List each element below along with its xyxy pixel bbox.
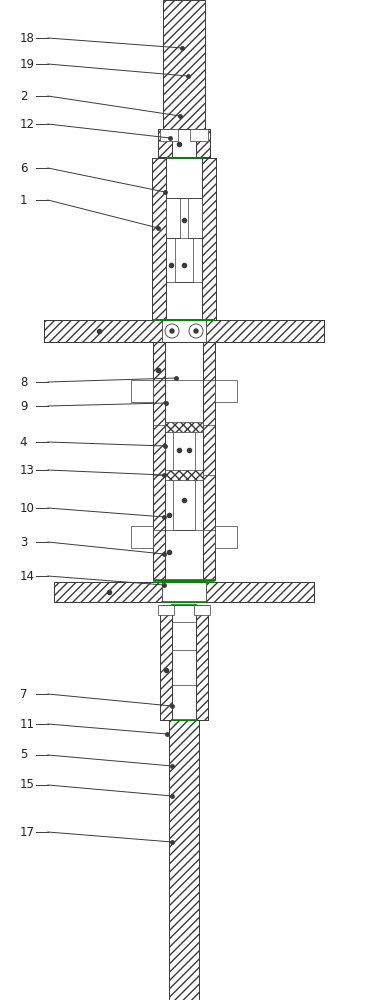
Bar [194,605,210,615]
Text: 2: 2 [20,90,27,103]
Bar [162,582,206,602]
Bar [158,129,210,157]
Bar [175,198,193,282]
Bar [160,605,172,720]
Text: 9: 9 [20,399,27,412]
Bar [196,129,210,157]
Bar [131,526,153,548]
Bar [153,342,215,580]
Bar [153,342,165,580]
Bar [158,129,172,157]
Text: 13: 13 [20,464,35,477]
Bar [131,380,153,402]
Bar [196,605,208,720]
Text: 18: 18 [20,31,35,44]
Text: 4: 4 [20,436,27,448]
Bar [162,320,206,342]
Bar [202,158,216,320]
Bar [54,582,314,602]
Circle shape [165,324,179,338]
Text: 17: 17 [20,826,35,838]
Bar [203,342,215,580]
Circle shape [189,324,203,338]
Text: 12: 12 [20,117,35,130]
Text: 10: 10 [20,502,35,514]
Bar [215,526,237,548]
Text: 11: 11 [20,718,35,730]
Bar [152,158,216,320]
Bar [169,720,199,1000]
Bar [160,129,178,141]
Bar [190,129,208,141]
Text: 19: 19 [20,57,35,70]
Circle shape [194,329,198,333]
Bar [188,198,202,238]
Text: 5: 5 [20,748,27,762]
Bar [166,198,180,238]
Bar [152,158,166,320]
Text: 15: 15 [20,778,35,792]
Text: 7: 7 [20,688,27,700]
Bar [163,0,205,130]
Bar [165,470,203,480]
Bar [215,380,237,402]
Bar [160,605,208,720]
Text: 3: 3 [20,536,27,548]
Bar [165,422,203,432]
Text: 6: 6 [20,161,27,174]
Text: 1: 1 [20,194,27,207]
Bar [44,320,324,342]
Text: 14: 14 [20,570,35,582]
Text: 8: 8 [20,375,27,388]
Circle shape [170,329,174,333]
Bar [158,605,174,615]
Bar [173,425,195,530]
